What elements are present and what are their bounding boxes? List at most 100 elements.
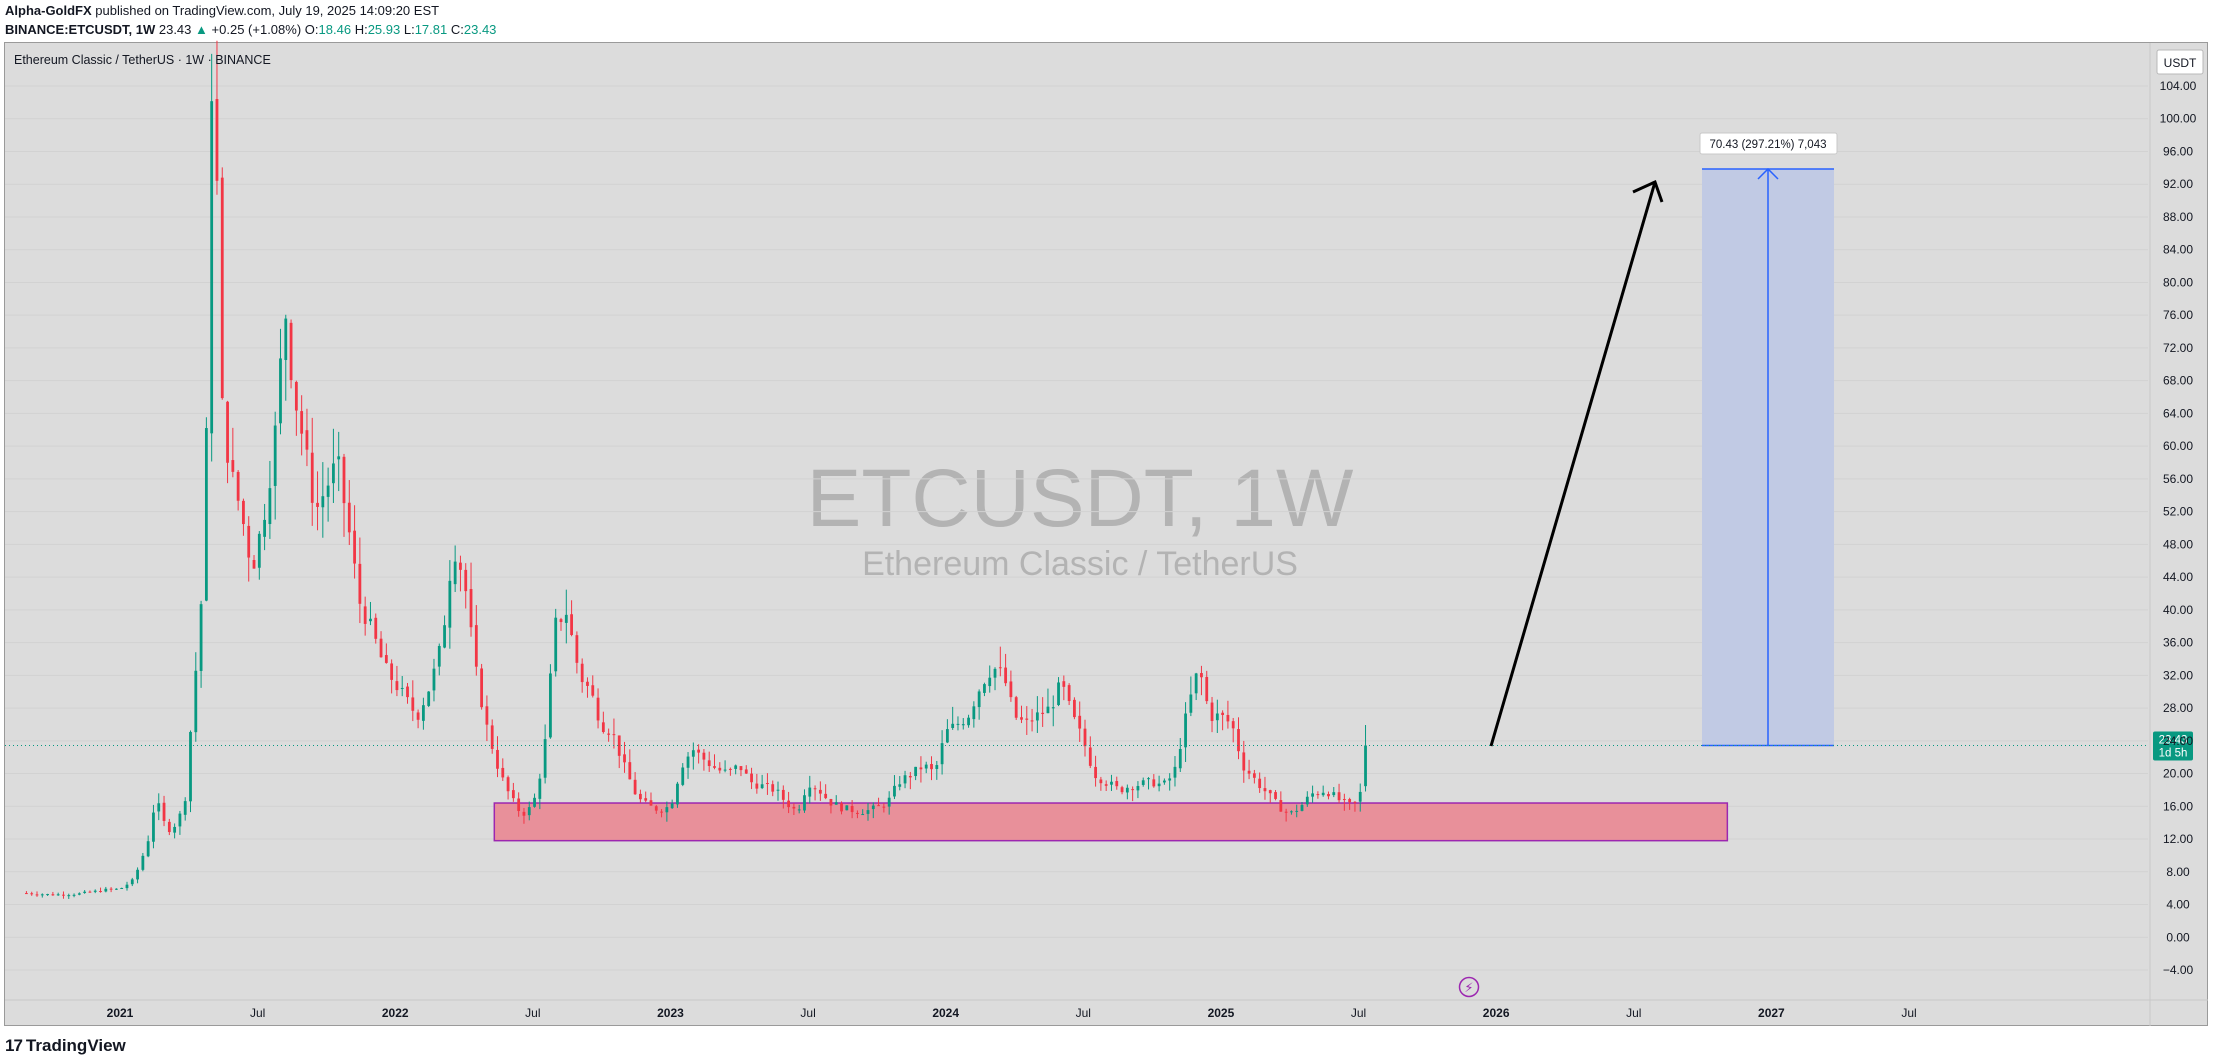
- candle-body: [935, 765, 939, 769]
- candle-body: [125, 884, 129, 889]
- open-value: 18.46: [318, 22, 352, 37]
- low-label: L:: [403, 22, 415, 37]
- candle-body: [337, 456, 341, 460]
- candle-body: [760, 784, 764, 789]
- pane-title: Ethereum Classic / TetherUS · 1W · BINAN…: [14, 53, 271, 67]
- candle-body: [1030, 720, 1034, 722]
- y-tick-label: 68.00: [2163, 374, 2193, 388]
- candle-body: [72, 894, 76, 896]
- candle-body: [755, 783, 759, 789]
- candle-body: [866, 810, 870, 814]
- candle-body: [1178, 748, 1182, 769]
- candle-body: [1342, 799, 1346, 801]
- candle-body: [686, 756, 690, 768]
- y-tick-label: 4.00: [2166, 898, 2190, 912]
- y-tick-label: 32.00: [2163, 668, 2193, 682]
- candle-body: [152, 812, 155, 842]
- publisher-line: Alpha-GoldFX published on TradingView.co…: [5, 3, 439, 18]
- candle-body: [1274, 792, 1277, 799]
- candle-body: [427, 691, 431, 706]
- candle-body: [416, 712, 420, 720]
- high-value: 25.93: [367, 22, 401, 37]
- candle-body: [342, 456, 346, 504]
- candle-body: [268, 488, 272, 525]
- measure-label: 70.43 (297.21%) 7,043: [1709, 139, 1826, 151]
- candle-body: [1358, 791, 1362, 802]
- candle-body: [1215, 713, 1219, 721]
- candle-body: [279, 358, 282, 424]
- candle-body: [750, 773, 753, 783]
- candle-body: [607, 733, 611, 735]
- candle-body: [877, 805, 880, 807]
- close-value: 23.43: [463, 22, 497, 37]
- y-tick-label: 20.00: [2163, 767, 2193, 781]
- y-tick-label: 56.00: [2163, 472, 2193, 486]
- candle-body: [1078, 715, 1082, 729]
- candle-body: [967, 717, 970, 726]
- candle-body: [437, 645, 441, 667]
- candle-body: [480, 668, 484, 708]
- candle-body: [1125, 787, 1129, 793]
- candle-body: [903, 775, 907, 784]
- y-tick-label: 16.00: [2163, 799, 2193, 813]
- price-change: +0.25 (+1.08%): [211, 22, 302, 37]
- candle-body: [1099, 779, 1103, 784]
- arrowhead-icon: [1632, 179, 1664, 203]
- candle-body: [443, 625, 446, 648]
- candle-body: [1348, 799, 1352, 803]
- candle-body: [1067, 685, 1071, 702]
- candle-body: [67, 895, 71, 897]
- chart-pane[interactable]: [4, 42, 2208, 1026]
- candle-body: [99, 891, 102, 893]
- candle-body: [421, 705, 425, 721]
- candle-body: [242, 500, 245, 525]
- candle-body: [35, 894, 39, 896]
- author-name[interactable]: Alpha-GoldFX: [5, 3, 92, 18]
- candle-body: [1263, 788, 1267, 792]
- candle-body: [1136, 785, 1140, 791]
- candle-body: [379, 638, 383, 658]
- candle-body: [1004, 667, 1008, 684]
- candle-body: [1321, 792, 1325, 796]
- candle-body: [919, 767, 923, 770]
- candle-body: [1290, 811, 1293, 813]
- candle-body: [453, 561, 457, 585]
- candle-body: [861, 814, 865, 816]
- candle-body: [40, 894, 44, 896]
- candle-body: [173, 826, 177, 833]
- candle-body: [130, 879, 134, 885]
- candle-body: [199, 604, 203, 671]
- candle-body: [1205, 676, 1209, 702]
- candle-body: [993, 668, 997, 678]
- candle-body: [115, 888, 118, 890]
- candle-body: [930, 763, 933, 770]
- candle-body: [146, 841, 150, 857]
- candle-body: [1094, 766, 1097, 779]
- lightning-icon[interactable]: ⚡: [1458, 976, 1480, 998]
- candle-body: [390, 663, 394, 680]
- candle-body: [776, 789, 780, 791]
- candle-body: [591, 685, 595, 696]
- candle-body: [464, 569, 468, 592]
- candle-body: [1231, 721, 1235, 729]
- candle-body: [374, 617, 378, 639]
- y-tick-label: 44.00: [2163, 570, 2193, 584]
- candle-body: [924, 764, 928, 769]
- measure-arrowhead-icon: [1757, 167, 1779, 180]
- y-tick-label: 92.00: [2163, 177, 2193, 191]
- candle-body: [649, 800, 653, 806]
- currency-button[interactable]: [2156, 49, 2204, 75]
- candle-body: [384, 655, 388, 663]
- candle-body: [728, 768, 732, 770]
- brand-name: TradingView: [25, 1036, 126, 1055]
- candle-body: [310, 452, 314, 503]
- candle-body: [215, 99, 219, 181]
- candle-body: [157, 803, 161, 812]
- support-zone[interactable]: [493, 802, 1729, 842]
- projection-arrow[interactable]: [1489, 181, 1657, 747]
- candle-body: [644, 798, 648, 801]
- candle-body: [25, 893, 28, 895]
- candle-body: [162, 802, 166, 821]
- footer-brand[interactable]: 17 TradingView: [5, 1036, 126, 1056]
